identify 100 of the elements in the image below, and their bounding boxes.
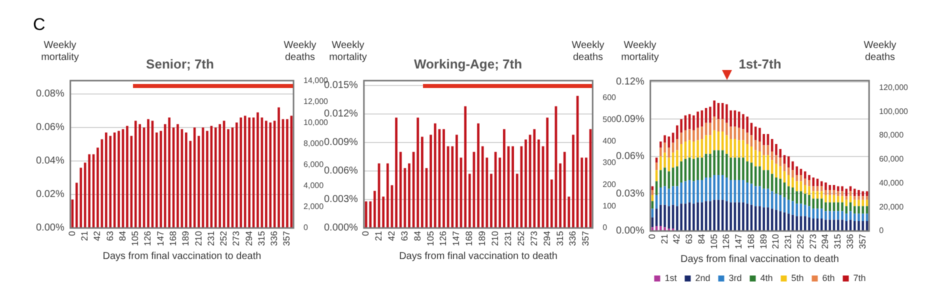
x-tick-label: 147 (734, 234, 744, 250)
bar (244, 116, 246, 228)
legend-label: 6th (822, 272, 835, 283)
x-axis-title: Days from final vaccination to death (680, 254, 839, 265)
y-axis-title: Weekly mortality (328, 40, 368, 64)
bar (265, 120, 268, 228)
bar (796, 204, 798, 216)
bar (792, 214, 794, 230)
bar (269, 122, 272, 228)
x-tick-label: 189 (180, 230, 191, 246)
bar (184, 132, 188, 228)
bar (516, 174, 518, 228)
bar (218, 124, 221, 228)
x-tick-label: 357 (282, 230, 292, 246)
bar (730, 158, 732, 180)
bar (730, 126, 732, 140)
bar (766, 188, 770, 208)
y2-tick-label: 60,000 (879, 154, 904, 164)
bar (779, 178, 782, 195)
bar (820, 186, 823, 192)
bar (660, 170, 662, 188)
bar (820, 198, 823, 209)
bar (824, 194, 827, 202)
bar (779, 194, 782, 212)
bar (176, 124, 179, 228)
bar (858, 196, 860, 200)
bar (854, 214, 856, 222)
bar (696, 202, 699, 230)
bar (550, 179, 553, 228)
x-tick-label: 231 (206, 230, 216, 246)
bar (664, 186, 666, 205)
bar (104, 132, 108, 228)
bar (775, 144, 778, 156)
bar (845, 206, 848, 214)
bar (742, 140, 744, 158)
bar (796, 191, 798, 204)
bar (742, 202, 744, 230)
bar (168, 117, 170, 228)
bar (812, 218, 815, 230)
y2-tick-label: 4,000 (304, 181, 324, 190)
bar (792, 178, 794, 188)
y-tick-label: 0.003% (324, 194, 358, 206)
y-tick-label: 0.09% (616, 114, 644, 125)
bar (364, 201, 368, 228)
x-tick-label: 63 (684, 234, 694, 244)
bar (80, 168, 82, 228)
bar (836, 202, 840, 212)
bar (430, 134, 432, 228)
bar (442, 129, 445, 228)
bar (696, 112, 699, 128)
bar (854, 221, 856, 230)
bar (256, 112, 259, 228)
bar (726, 122, 728, 136)
bar (742, 180, 744, 202)
bar (676, 186, 678, 206)
bar (854, 206, 856, 214)
bar (477, 123, 480, 228)
bar (134, 120, 137, 228)
x-tick-label: 63 (104, 230, 115, 241)
bar (248, 117, 250, 228)
text: C (33, 15, 46, 35)
bar (758, 166, 761, 186)
bar (796, 181, 798, 192)
bar (692, 130, 695, 142)
bar (849, 211, 852, 220)
bar (808, 217, 810, 230)
bar (836, 191, 840, 196)
bar (676, 206, 678, 230)
x-tick-label: 315 (554, 230, 565, 246)
bar (812, 178, 815, 186)
legend-label: 1st (664, 272, 678, 283)
bar (779, 158, 782, 166)
bar (783, 155, 786, 164)
bar (836, 196, 840, 202)
bar (672, 186, 674, 205)
y2-tick-label: 200 (602, 180, 617, 189)
bar (692, 142, 695, 159)
bar (118, 130, 120, 228)
y2-tick-label: 12,000 (304, 96, 329, 106)
bar (762, 145, 765, 156)
y2-tick-label: 100,000 (879, 106, 909, 116)
bar (750, 162, 753, 184)
x-tick-label: 315 (832, 234, 843, 250)
bar (660, 204, 662, 226)
bar (399, 152, 402, 228)
x-tick-label: 21 (659, 234, 670, 244)
y-tick-label: 0.06% (616, 151, 644, 162)
bar (841, 220, 844, 230)
x-tick-label: 231 (783, 234, 794, 250)
bar (836, 220, 840, 230)
bar (775, 178, 778, 194)
y2-tick-label: 20,000 (879, 202, 904, 212)
bar (746, 116, 748, 133)
bar (808, 194, 810, 206)
bar (680, 182, 682, 204)
bar (742, 114, 744, 130)
legend-label: 3rd (728, 272, 742, 283)
y-tick-label: 0.06% (36, 122, 64, 134)
bar (787, 186, 790, 200)
bar (792, 170, 794, 178)
